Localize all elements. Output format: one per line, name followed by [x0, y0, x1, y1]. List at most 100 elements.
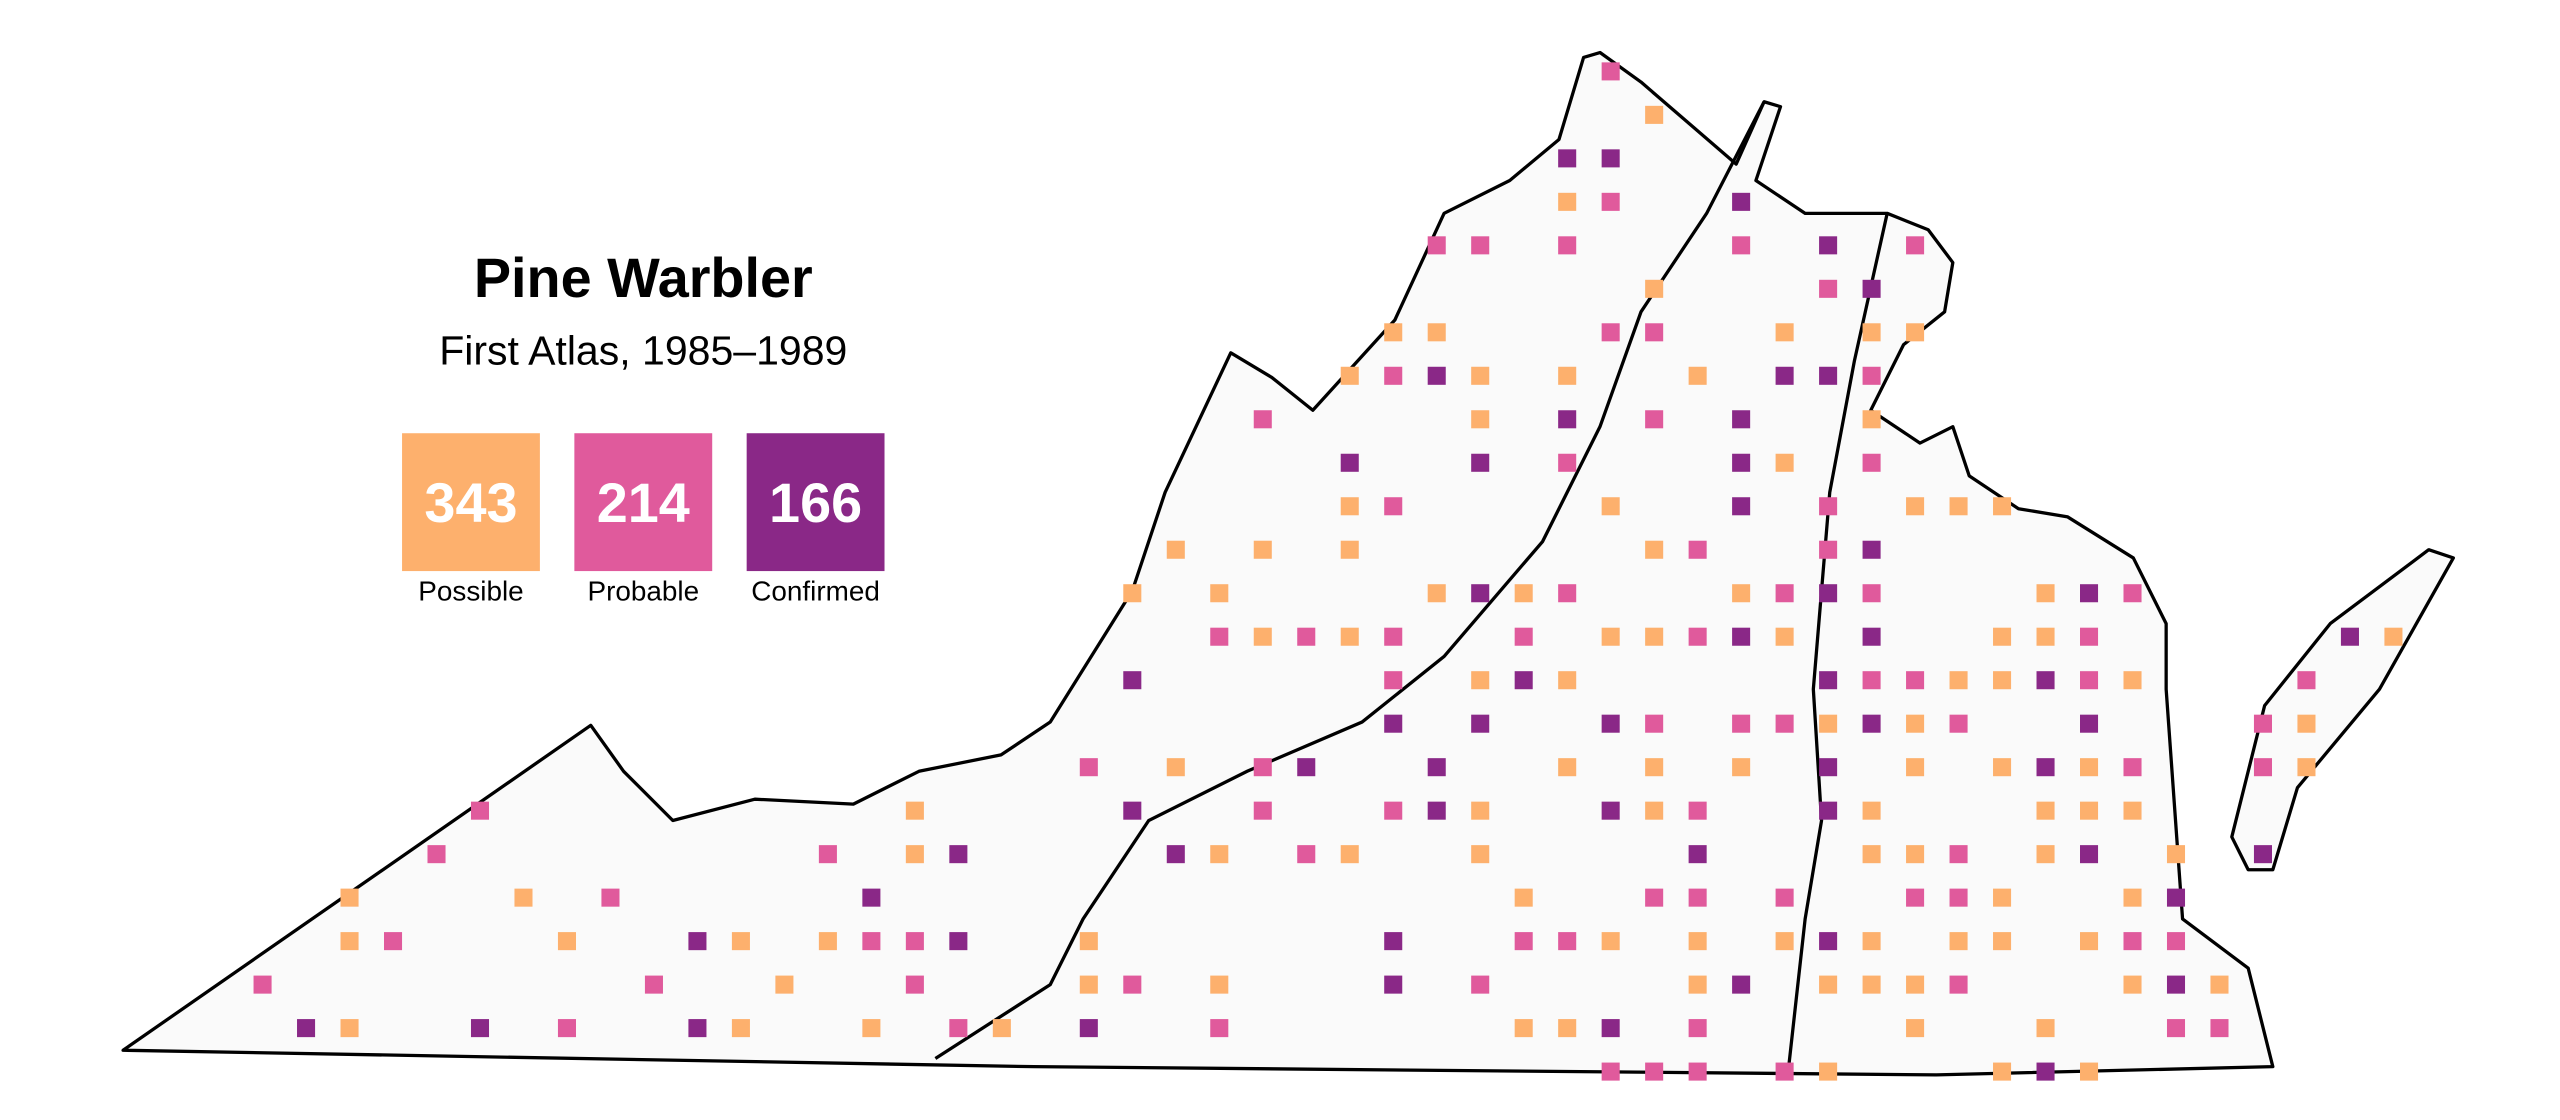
atlas-block: [2166, 845, 2186, 864]
atlas-block: [1906, 1019, 1925, 1038]
atlas-block: [1906, 323, 1925, 342]
atlas-block: [2036, 584, 2055, 603]
atlas-block: [1645, 627, 1664, 646]
atlas-block: [1819, 236, 1838, 255]
atlas-block: [1862, 627, 1881, 646]
atlas-block: [1993, 1062, 2012, 1081]
atlas-block: [1427, 366, 1446, 385]
atlas-block: [1993, 627, 2012, 646]
atlas-block: [1384, 801, 1403, 820]
atlas-block: [1862, 279, 1881, 298]
atlas-block: [1775, 366, 1794, 385]
atlas-block: [905, 932, 924, 951]
atlas-block: [2080, 758, 2099, 777]
legend-swatch: [402, 433, 540, 572]
atlas-block: [1166, 540, 1185, 559]
atlas-block: [2080, 932, 2099, 951]
atlas-block: [2036, 1062, 2055, 1081]
atlas-block: [775, 975, 794, 994]
atlas-block: [1732, 236, 1751, 255]
atlas-block: [1384, 497, 1403, 516]
atlas-block: [1819, 975, 1838, 994]
atlas-block: [2080, 627, 2099, 646]
atlas-block: [1862, 410, 1881, 429]
atlas-block: [1384, 714, 1403, 733]
atlas-block: [731, 932, 750, 951]
atlas-block: [1645, 279, 1664, 298]
atlas-block: [905, 801, 924, 820]
atlas-block: [340, 1019, 359, 1038]
atlas-block: [1123, 584, 1142, 603]
atlas-block: [1862, 714, 1881, 733]
atlas-block: [1558, 1019, 1577, 1038]
title: Pine Warbler: [474, 246, 813, 309]
atlas-block: [1558, 758, 1577, 777]
atlas-block: [1732, 758, 1751, 777]
atlas-block: [1601, 497, 1620, 516]
atlas-block: [1949, 975, 1968, 994]
atlas-block: [1732, 192, 1751, 211]
atlas-block: [905, 845, 924, 864]
atlas-block: [1819, 497, 1838, 516]
atlas-block: [2036, 671, 2055, 690]
atlas-block: [2080, 714, 2099, 733]
atlas-block: [1471, 453, 1490, 472]
atlas-block: [1558, 453, 1577, 472]
atlas-block: [2210, 975, 2229, 994]
atlas-block: [731, 1019, 750, 1038]
atlas-block: [1079, 1019, 1098, 1038]
atlas-block: [1514, 932, 1533, 951]
atlas-block: [1993, 888, 2012, 907]
atlas-block: [2123, 932, 2142, 951]
atlas-block: [1862, 584, 1881, 603]
atlas-block: [1384, 627, 1403, 646]
atlas-block: [1558, 932, 1577, 951]
atlas-block: [1471, 584, 1490, 603]
atlas-block: [1819, 758, 1838, 777]
eastern-shore-outline: [2230, 548, 2455, 872]
atlas-block: [2253, 758, 2272, 777]
atlas-block: [1514, 888, 1533, 907]
atlas-block: [644, 975, 663, 994]
atlas-block: [1862, 845, 1881, 864]
atlas-block: [2297, 714, 2316, 733]
atlas-block: [1123, 801, 1142, 820]
atlas-block: [1732, 453, 1751, 472]
atlas-block: [992, 1019, 1011, 1038]
atlas-block: [1514, 671, 1533, 690]
atlas-block: [1688, 1062, 1707, 1081]
atlas-block: [514, 888, 533, 907]
atlas-block: [1775, 627, 1794, 646]
atlas-block: [1253, 410, 1272, 429]
atlas-block: [1471, 801, 1490, 820]
atlas-block: [1906, 714, 1925, 733]
atlas-block: [1645, 323, 1664, 342]
atlas-block: [2123, 975, 2142, 994]
atlas-block: [949, 845, 968, 864]
atlas-block: [1471, 975, 1490, 994]
atlas-block: [1471, 714, 1490, 733]
atlas-block: [1906, 975, 1925, 994]
atlas-block: [1645, 540, 1664, 559]
atlas-block: [1732, 410, 1751, 429]
atlas-block: [2123, 801, 2142, 820]
atlas-block: [862, 888, 881, 907]
atlas-block: [2080, 584, 2099, 603]
atlas-block: [1645, 714, 1664, 733]
atlas-block: [1688, 1019, 1707, 1038]
atlas-block: [2166, 1019, 2186, 1038]
state-outline: [121, 50, 2275, 1077]
atlas-block: [1688, 975, 1707, 994]
atlas-block: [1819, 932, 1838, 951]
atlas-block: [2080, 671, 2099, 690]
atlas-block: [2036, 845, 2055, 864]
atlas-block: [1384, 932, 1403, 951]
atlas-block: [1906, 671, 1925, 690]
atlas-block: [1601, 627, 1620, 646]
atlas-block: [1993, 758, 2012, 777]
subtitle: First Atlas, 1985–1989: [439, 327, 847, 373]
atlas-block: [1601, 801, 1620, 820]
atlas-block: [949, 1019, 968, 1038]
atlas-block: [1993, 932, 2012, 951]
region-boundary: [1787, 212, 1889, 1067]
